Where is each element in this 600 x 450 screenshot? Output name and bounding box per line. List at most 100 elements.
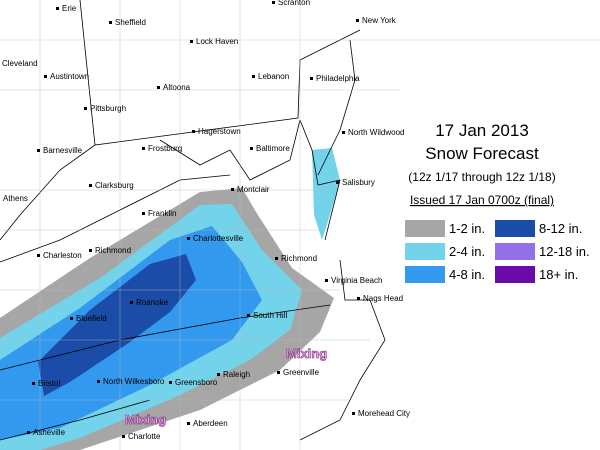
city-label: Richmond [281, 254, 317, 263]
snow-bands [0, 148, 340, 450]
city-dot [27, 431, 30, 434]
legend-label: 8-12 in. [539, 221, 582, 236]
city-dot [352, 412, 355, 415]
city-dot [250, 147, 253, 150]
city-dot [231, 188, 234, 191]
mixing-label: Mixing [125, 412, 166, 427]
city-label: Lebanon [258, 72, 289, 81]
city-label: Cleveland [2, 59, 38, 68]
city-label: Lock Haven [196, 37, 238, 46]
city-label: Philadelphia [316, 74, 360, 83]
city-label: Bluefield [76, 314, 107, 323]
city-dot [275, 257, 278, 260]
city-dot [325, 279, 328, 282]
city-label: Franklin [148, 209, 176, 218]
city-dot [356, 19, 359, 22]
city-label: Bristol [38, 379, 60, 388]
city-dot [37, 149, 40, 152]
legend-swatch [495, 266, 535, 283]
title-heading: Snow Forecast [425, 144, 539, 163]
city-dot [169, 381, 172, 384]
city-dot [84, 107, 87, 110]
city-dot [190, 40, 193, 43]
city-label: Charleston [43, 251, 82, 260]
city-label: Greensboro [175, 378, 218, 387]
city-dot [44, 75, 47, 78]
city-label: Roanoke [136, 298, 169, 307]
city-label: South Hill [253, 311, 287, 320]
title-issued: Issued 17 Jan 0700z (final) [410, 193, 554, 207]
city-dot [336, 181, 339, 184]
city-dot [310, 77, 313, 80]
city-dot [109, 21, 112, 24]
city-dot [247, 314, 250, 317]
city-label: Scranton [278, 0, 310, 7]
city-dot [89, 184, 92, 187]
title-date: 17 Jan 2013 [435, 121, 529, 140]
legend-swatch [405, 243, 445, 260]
legend-label: 12-18 in. [539, 244, 590, 259]
legend-label: 4-8 in. [449, 267, 485, 282]
city-label: Austintown [50, 72, 89, 81]
city-dot [89, 249, 92, 252]
legend-swatch [495, 243, 535, 260]
city-label: Sheffield [115, 18, 146, 27]
city-label: New York [362, 16, 397, 25]
city-label: Frostburg [148, 144, 182, 153]
city-dot [187, 422, 190, 425]
legend-label: 2-4 in. [449, 244, 485, 259]
city-label: Aberdeen [193, 419, 228, 428]
city-label: Charlottesville [193, 234, 244, 243]
cities: Erie Sheffield Scranton New York Lock Haven C… [2, 0, 410, 441]
city-dot [272, 1, 275, 4]
legend-swatch [405, 220, 445, 237]
city-label: Hagerstown [198, 127, 241, 136]
city-label: Nags Head [363, 294, 403, 303]
city-label: Altoona [163, 83, 191, 92]
city-label: Pittsburgh [90, 104, 126, 113]
legend-swatch [495, 220, 535, 237]
city-dot [56, 7, 59, 10]
city-dot [37, 254, 40, 257]
city-label: Morehead City [358, 409, 410, 418]
city-dot [357, 297, 360, 300]
city-label: Salisbury [342, 178, 375, 187]
city-dot [32, 382, 35, 385]
city-dot [192, 130, 195, 133]
annotations: Mixing Mixing [125, 346, 328, 428]
city-label: Raleigh [223, 370, 250, 379]
city-dot [122, 435, 125, 438]
city-dot [142, 212, 145, 215]
city-dot [157, 86, 160, 89]
city-dot [70, 317, 73, 320]
city-dot [97, 380, 100, 383]
city-label: Virginia Beach [331, 276, 382, 285]
city-label: Charlotte [128, 432, 161, 441]
legend-label: 1-2 in. [449, 221, 485, 236]
city-label: Asheville [33, 428, 66, 437]
city-dot [142, 147, 145, 150]
city-label: Baltimore [256, 144, 290, 153]
city-label: Erie [62, 4, 77, 13]
city-dot [342, 131, 345, 134]
title-period: (12z 1/17 through 12z 1/18) [408, 170, 555, 184]
legend: 1-2 in. 2-4 in. 4-8 in. 8-12 in. 12-18 in. 18… [405, 220, 590, 283]
city-label: North Wilkesboro [103, 377, 165, 386]
city-dot [187, 237, 190, 240]
city-label: Athens [3, 194, 28, 203]
city-dot [217, 373, 220, 376]
city-label: Richmond [95, 246, 131, 255]
city-label: Greenville [283, 368, 320, 377]
city-dot [130, 301, 133, 304]
city-label: Barnesville [43, 146, 83, 155]
legend-swatch [405, 266, 445, 283]
city-label: Montclair [237, 185, 270, 194]
city-dot [277, 371, 280, 374]
legend-label: 18+ in. [539, 267, 578, 282]
city-dot [252, 75, 255, 78]
city-label: North Wildwood [348, 128, 404, 137]
mixing-label: Mixing [286, 346, 327, 361]
city-label: Clarksburg [95, 181, 134, 190]
